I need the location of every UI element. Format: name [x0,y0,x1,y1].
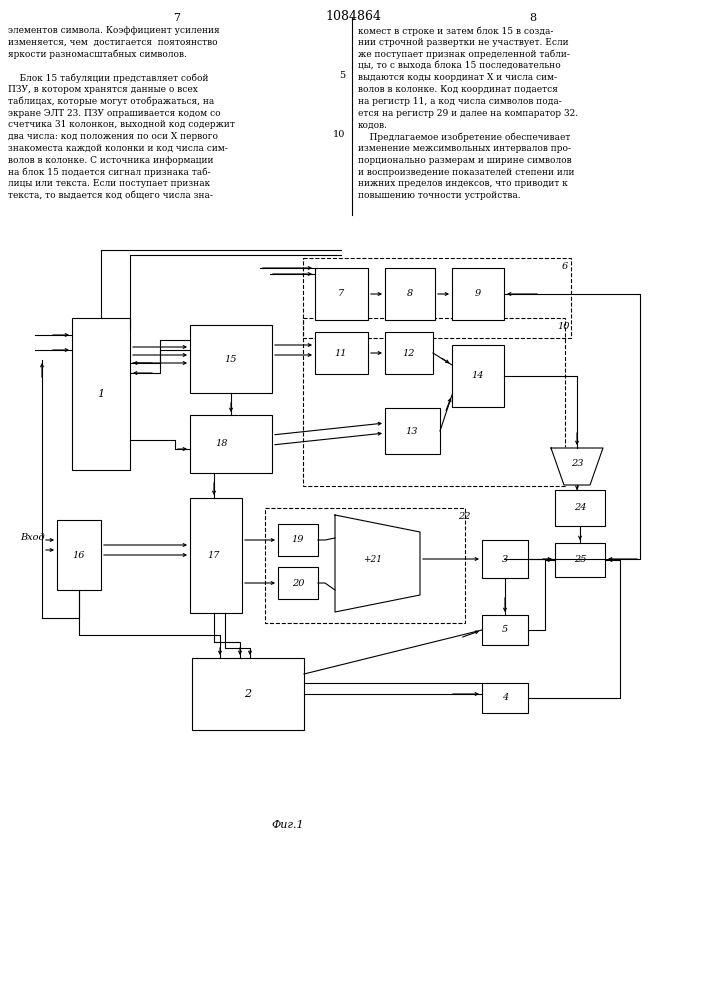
Bar [482,615,528,645]
Bar [190,415,272,473]
Bar [385,408,440,454]
Text: нии строчной развертки не участвует. Если: нии строчной развертки не участвует. Есл… [358,38,568,47]
Text: 20: 20 [292,578,304,587]
Text: 7: 7 [173,13,180,23]
Text: порционально размерам и ширине символов: порционально размерам и ширине символов [358,156,572,165]
Text: 14: 14 [472,371,484,380]
Text: 24: 24 [574,504,586,512]
Text: 5: 5 [339,71,345,80]
Text: нижних пределов индексов, что приводит к: нижних пределов индексов, что приводит к [358,179,568,188]
Text: 10: 10 [332,130,345,139]
Bar [482,683,528,713]
Bar [482,540,528,578]
Text: комест в строке и затем блок 15 в созда-: комест в строке и затем блок 15 в созда- [358,26,554,35]
Text: текста, то выдается код общего числа зна-: текста, то выдается код общего числа зна… [8,191,213,200]
Text: же поступает признак определенной табли-: же поступает признак определенной табли- [358,50,570,59]
Text: 1: 1 [98,389,105,399]
Bar [555,490,605,526]
Text: 9: 9 [475,290,481,298]
Bar [278,567,318,599]
Text: 3: 3 [502,554,508,564]
Bar [555,543,605,577]
Text: +21: +21 [363,556,382,564]
Text: Фиг.1: Фиг.1 [271,820,304,830]
Bar [303,318,565,486]
Text: 10: 10 [557,322,570,331]
Text: элементов символа. Коэффициент усиления: элементов символа. Коэффициент усиления [8,26,220,35]
Text: кодов.: кодов. [358,120,388,129]
Text: 8: 8 [530,13,537,23]
Text: лицы или текста. Если поступает признак: лицы или текста. Если поступает признак [8,179,210,188]
Text: 6: 6 [562,262,568,271]
Text: 12: 12 [403,349,415,358]
Text: изменение межсимвольных интервалов про-: изменение межсимвольных интервалов про- [358,144,571,153]
Bar [452,268,504,320]
Text: цы, то с выхода блока 15 последовательно: цы, то с выхода блока 15 последовательно [358,61,561,70]
Text: 1084864: 1084864 [325,10,381,23]
Text: Предлагаемое изобретение обеспечивает: Предлагаемое изобретение обеспечивает [358,132,571,142]
Text: повышению точности устройства.: повышению точности устройства. [358,191,520,200]
Text: выдаются коды координат X и числа сим-: выдаются коды координат X и числа сим- [358,73,557,82]
Text: 7: 7 [338,290,344,298]
Bar [278,524,318,556]
Text: 4: 4 [502,694,508,702]
Text: на блок 15 подается сигнал признака таб-: на блок 15 подается сигнал признака таб- [8,168,211,177]
Text: 19: 19 [292,536,304,544]
Text: ПЗУ, в котором хранятся данные о всех: ПЗУ, в котором хранятся данные о всех [8,85,198,94]
Text: два числа: код положения по оси X первого: два числа: код положения по оси X первог… [8,132,218,141]
Text: Вход: Вход [20,534,45,542]
Text: волов в колонке. Код координат подается: волов в колонке. Код координат подается [358,85,558,94]
Bar [57,520,101,590]
Text: 22: 22 [458,512,470,521]
Bar [192,658,304,730]
Text: 18: 18 [215,440,228,448]
Text: экране ЭЛТ 23. ПЗУ опрашивается кодом со: экране ЭЛТ 23. ПЗУ опрашивается кодом со [8,109,221,118]
Polygon shape [335,515,420,612]
Text: знакоместа каждой колонки и код числа сим-: знакоместа каждой колонки и код числа си… [8,144,228,153]
Text: 11: 11 [334,349,347,358]
Bar [72,318,130,470]
Text: 13: 13 [406,426,419,436]
Text: таблицах, которые могут отображаться, на: таблицах, которые могут отображаться, на [8,97,214,106]
Bar [315,268,368,320]
Text: и воспроизведение показателей степени или: и воспроизведение показателей степени ил… [358,168,575,177]
Polygon shape [551,448,603,485]
Text: 17: 17 [208,550,221,560]
Bar [315,332,368,374]
Text: Блок 15 табуляции представляет собой: Блок 15 табуляции представляет собой [8,73,209,83]
Text: 5: 5 [502,626,508,635]
Text: 25: 25 [574,556,586,564]
Bar [303,258,571,338]
Bar [452,345,504,407]
Text: яркости разномасштабных символов.: яркости разномасштабных символов. [8,50,187,59]
Text: 15: 15 [225,355,238,363]
Bar [385,332,433,374]
Text: счетчика 31 колонкон, выходной код содержит: счетчика 31 колонкон, выходной код содер… [8,120,235,129]
Text: 16: 16 [73,550,86,560]
Text: 23: 23 [571,460,583,468]
Bar [385,268,435,320]
Bar [190,498,242,613]
Text: 2: 2 [245,689,252,699]
Text: волов в колонке. С источника информации: волов в колонке. С источника информации [8,156,214,165]
Bar [190,325,272,393]
Text: на регистр 11, а код числа символов пода-: на регистр 11, а код числа символов пода… [358,97,562,106]
Text: изменяется, чем  достигается  поятоянство: изменяется, чем достигается поятоянство [8,38,218,47]
Bar [265,508,465,623]
Text: 8: 8 [407,290,413,298]
Text: ется на регистр 29 и далее на компаратор 32.: ется на регистр 29 и далее на компаратор… [358,109,578,118]
